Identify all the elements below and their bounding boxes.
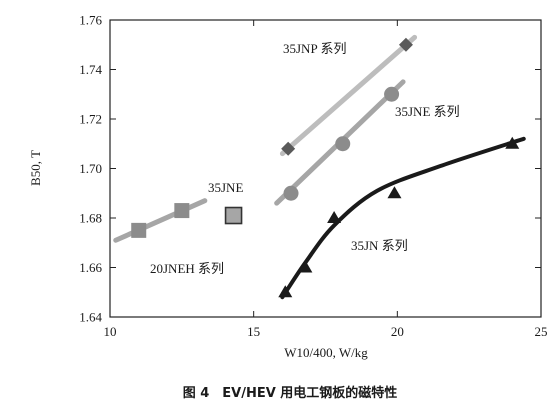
data-point-20jneh <box>174 203 190 219</box>
x-tick-label: 10 <box>104 324 117 339</box>
data-point-35jne <box>283 185 299 201</box>
x-axis: 10 15 20 25 <box>104 20 548 339</box>
y-tick-label: 1.64 <box>79 310 102 325</box>
y-axis-title: B50, T <box>28 150 43 186</box>
data-point-20jneh <box>131 222 147 238</box>
x-tick-label: 15 <box>247 324 260 339</box>
y-tick-label: 1.68 <box>79 211 102 226</box>
data-point-35jnp <box>281 141 296 156</box>
plot-area: 1.64 1.66 1.68 1.70 1.72 1.74 1.76 10 15 20 25 <box>79 13 547 340</box>
data-point-35jnp <box>398 37 413 52</box>
y-tick-label: 1.66 <box>79 260 102 275</box>
data-markers <box>131 37 520 298</box>
trend-line-35jnp <box>279 34 418 157</box>
data-point-35jne <box>335 136 351 152</box>
trend-line-20jneh <box>113 198 208 243</box>
x-axis-title: W10/400, W/kg <box>284 345 368 360</box>
x-tick-label: 25 <box>535 324 548 339</box>
y-tick-label: 1.70 <box>79 161 102 176</box>
annotation-35jnp-series: 35JNP 系列 <box>283 41 346 56</box>
data-point-35jn <box>387 186 402 199</box>
annotation-20jneh-series: 20JNEH 系列 <box>150 261 224 276</box>
annotation-35jn-series: 35JN 系列 <box>351 238 408 253</box>
annotation-35jne-series: 35JNE 系列 <box>395 104 460 119</box>
annotation-35jne: 35JNE <box>208 180 243 195</box>
data-point-35jn <box>505 136 520 149</box>
y-tick-label: 1.74 <box>79 62 102 77</box>
trend-lines <box>113 34 526 300</box>
data-point-35jn <box>298 260 313 273</box>
data-point-35jn <box>278 285 293 298</box>
y-tick-label: 1.76 <box>79 13 102 28</box>
y-axis: 1.64 1.66 1.68 1.70 1.72 1.74 1.76 <box>79 13 541 325</box>
x-tick-label: 20 <box>391 324 404 339</box>
data-point-35jne <box>224 206 243 225</box>
data-point-35jn <box>327 211 342 223</box>
y-tick-label: 1.72 <box>79 112 102 127</box>
figure-caption: 图 4 EV/HEV 用电工钢板的磁特性 <box>183 385 398 401</box>
data-point-35jne <box>384 86 400 102</box>
